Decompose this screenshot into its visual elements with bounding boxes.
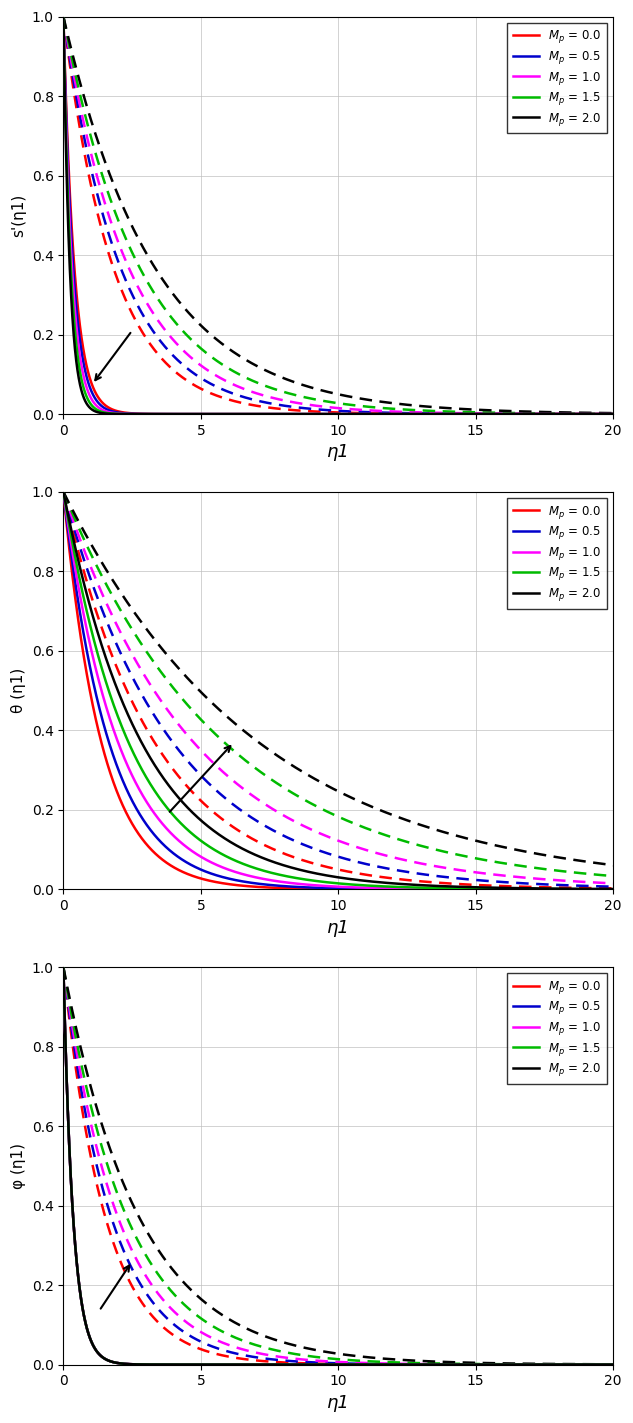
X-axis label: η1: η1 (327, 444, 349, 461)
Legend: $M_p$ = 0.0, $M_p$ = 0.5, $M_p$ = 1.0, $M_p$ = 1.5, $M_p$ = 2.0: $M_p$ = 0.0, $M_p$ = 0.5, $M_p$ = 1.0, $… (507, 23, 607, 134)
Y-axis label: φ (η1): φ (η1) (11, 1143, 26, 1188)
Y-axis label: s'(η1): s'(η1) (11, 194, 26, 238)
X-axis label: η1: η1 (327, 919, 349, 936)
Y-axis label: θ (η1): θ (η1) (11, 667, 26, 713)
Legend: $M_p$ = 0.0, $M_p$ = 0.5, $M_p$ = 1.0, $M_p$ = 1.5, $M_p$ = 2.0: $M_p$ = 0.0, $M_p$ = 0.5, $M_p$ = 1.0, $… (507, 498, 607, 609)
X-axis label: η1: η1 (327, 1395, 349, 1412)
Legend: $M_p$ = 0.0, $M_p$ = 0.5, $M_p$ = 1.0, $M_p$ = 1.5, $M_p$ = 2.0: $M_p$ = 0.0, $M_p$ = 0.5, $M_p$ = 1.0, $… (507, 973, 607, 1084)
